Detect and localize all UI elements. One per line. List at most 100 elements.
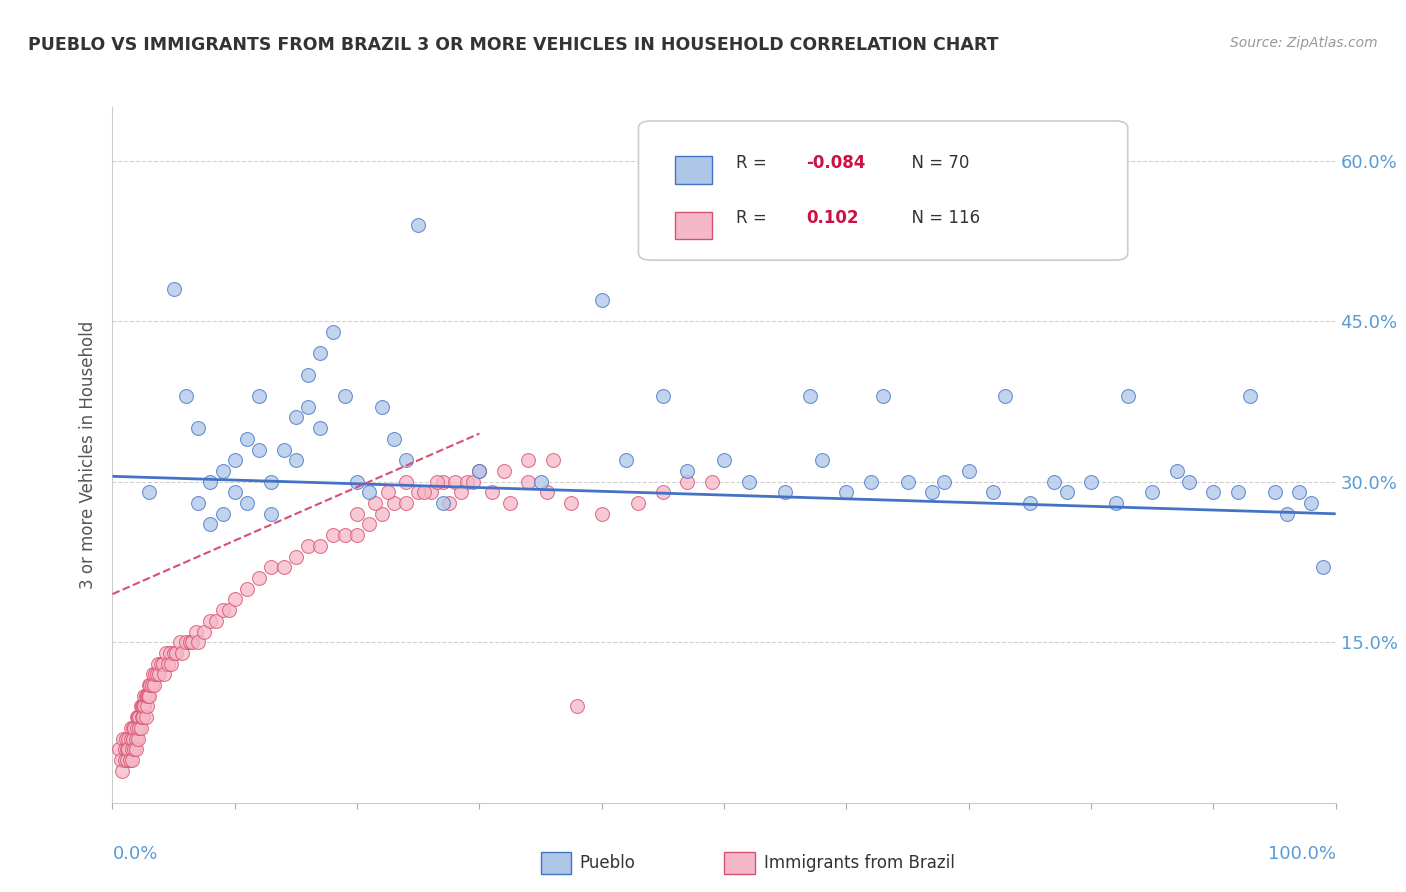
Point bbox=[370, 507, 392, 521]
Point bbox=[152, 657, 174, 671]
Point bbox=[382, 496, 405, 510]
Point bbox=[333, 389, 356, 403]
Point bbox=[346, 475, 368, 489]
Point bbox=[115, 742, 138, 756]
Point bbox=[124, 721, 146, 735]
Point bbox=[921, 485, 943, 500]
Point bbox=[134, 699, 156, 714]
Point bbox=[260, 475, 283, 489]
Point bbox=[1178, 475, 1201, 489]
Point bbox=[184, 624, 207, 639]
Point bbox=[112, 731, 135, 746]
Point bbox=[127, 731, 149, 746]
Point bbox=[132, 710, 155, 724]
Point bbox=[260, 507, 283, 521]
Point bbox=[676, 475, 699, 489]
Point bbox=[136, 689, 159, 703]
Text: 100.0%: 100.0% bbox=[1268, 845, 1336, 863]
Text: 0.102: 0.102 bbox=[806, 210, 859, 227]
Point bbox=[499, 496, 522, 510]
Point bbox=[309, 346, 332, 360]
Point bbox=[155, 646, 177, 660]
Point bbox=[872, 389, 894, 403]
Point bbox=[117, 731, 139, 746]
Point bbox=[382, 432, 405, 446]
Point bbox=[211, 464, 233, 478]
Point bbox=[211, 603, 233, 617]
Text: PUEBLO VS IMMIGRANTS FROM BRAZIL 3 OR MORE VEHICLES IN HOUSEHOLD CORRELATION CHA: PUEBLO VS IMMIGRANTS FROM BRAZIL 3 OR MO… bbox=[28, 36, 998, 54]
Point bbox=[1275, 507, 1298, 521]
Point bbox=[1226, 485, 1249, 500]
Point bbox=[897, 475, 920, 489]
Point bbox=[122, 721, 145, 735]
Point bbox=[432, 496, 454, 510]
Point bbox=[153, 667, 176, 681]
Point bbox=[346, 507, 368, 521]
Point bbox=[141, 678, 163, 692]
Point bbox=[165, 646, 187, 660]
Point bbox=[200, 517, 222, 532]
Point bbox=[676, 464, 699, 478]
Point bbox=[120, 721, 142, 735]
Point bbox=[799, 389, 821, 403]
Text: 0.0%: 0.0% bbox=[112, 845, 157, 863]
Point bbox=[135, 699, 157, 714]
Point bbox=[218, 603, 240, 617]
Point bbox=[835, 485, 858, 500]
Point bbox=[492, 464, 515, 478]
Point bbox=[247, 571, 270, 585]
Point bbox=[284, 410, 308, 425]
Point bbox=[146, 657, 169, 671]
Point bbox=[174, 389, 197, 403]
Point bbox=[627, 496, 650, 510]
Point bbox=[775, 485, 797, 500]
Point bbox=[284, 453, 308, 467]
Point bbox=[205, 614, 228, 628]
Point bbox=[994, 389, 1017, 403]
Point bbox=[236, 432, 259, 446]
Point bbox=[359, 485, 381, 500]
Point bbox=[159, 646, 181, 660]
Point bbox=[181, 635, 204, 649]
Point bbox=[118, 753, 141, 767]
Point bbox=[934, 475, 956, 489]
Point bbox=[395, 453, 418, 467]
Point bbox=[541, 453, 564, 467]
Point bbox=[1264, 485, 1286, 500]
Point bbox=[148, 667, 170, 681]
Point bbox=[187, 496, 209, 510]
Point bbox=[114, 753, 136, 767]
Y-axis label: 3 or more Vehicles in Household: 3 or more Vehicles in Household bbox=[79, 321, 97, 589]
Point bbox=[1202, 485, 1225, 500]
Point bbox=[142, 667, 165, 681]
Point bbox=[309, 539, 332, 553]
Text: Source: ZipAtlas.com: Source: ZipAtlas.com bbox=[1230, 36, 1378, 50]
Text: R =: R = bbox=[737, 210, 778, 227]
Point bbox=[187, 421, 209, 435]
Point bbox=[1288, 485, 1310, 500]
Point bbox=[138, 678, 160, 692]
Point bbox=[419, 485, 441, 500]
Point bbox=[481, 485, 503, 500]
Point bbox=[652, 389, 675, 403]
Point bbox=[408, 485, 430, 500]
Point bbox=[139, 678, 162, 692]
FancyBboxPatch shape bbox=[540, 852, 571, 874]
Point bbox=[247, 389, 270, 403]
Point bbox=[156, 657, 179, 671]
Point bbox=[121, 742, 143, 756]
Point bbox=[395, 496, 418, 510]
Point bbox=[129, 721, 152, 735]
Point bbox=[200, 614, 222, 628]
Point bbox=[426, 475, 449, 489]
Point bbox=[1312, 560, 1334, 574]
Point bbox=[224, 592, 246, 607]
Point bbox=[713, 453, 735, 467]
Point bbox=[297, 368, 319, 382]
Point bbox=[309, 421, 332, 435]
Point bbox=[131, 710, 153, 724]
Point bbox=[614, 453, 637, 467]
Point bbox=[135, 689, 157, 703]
Point bbox=[117, 742, 139, 756]
Point bbox=[138, 689, 160, 703]
